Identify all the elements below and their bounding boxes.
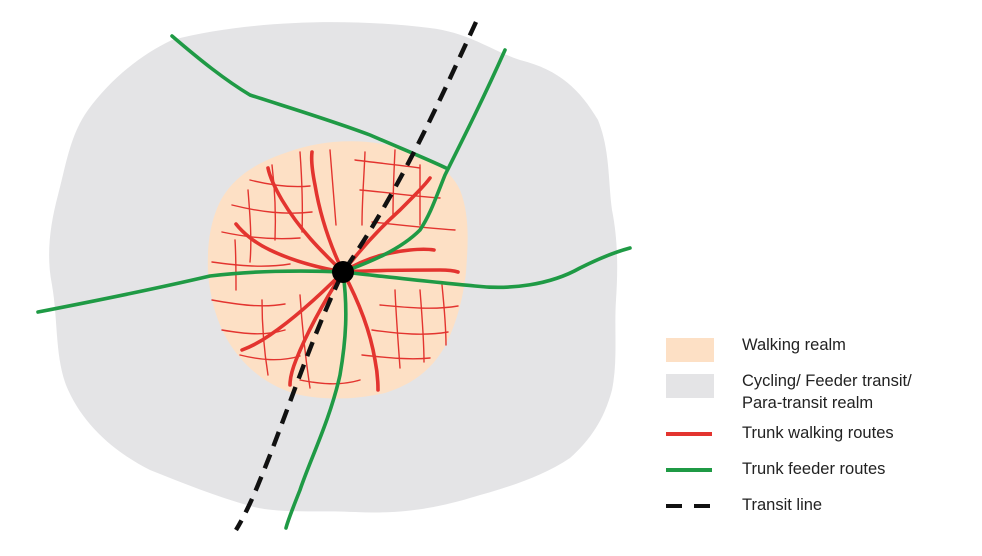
legend-label: Trunk feeder routes bbox=[742, 460, 886, 478]
trunk-feeder-routes bbox=[36, 34, 632, 530]
trunk-walking-swatch bbox=[666, 432, 712, 436]
legend: Walking realm Cycling/ Feeder transit/ P… bbox=[664, 334, 974, 530]
legend-label: Walking realm bbox=[742, 336, 846, 354]
legend-item-cycling-realm: Cycling/ Feeder transit/ Para-transit re… bbox=[664, 370, 974, 422]
trunk-walking-routes bbox=[234, 150, 460, 392]
legend-item-trunk-walking: Trunk walking routes bbox=[664, 422, 974, 458]
legend-item-trunk-feeder: Trunk feeder routes bbox=[664, 458, 974, 494]
transit-line-swatch bbox=[666, 504, 712, 508]
walking-realm-swatch bbox=[666, 338, 714, 362]
legend-label: Trunk walking routes bbox=[742, 424, 894, 442]
transit-line bbox=[234, 21, 478, 532]
trunk-feeder-swatch bbox=[666, 468, 712, 472]
cycling-realm-swatch bbox=[666, 374, 714, 398]
legend-item-transit-line: Transit line bbox=[664, 494, 974, 530]
transit-station-node bbox=[332, 261, 354, 283]
legend-label: Transit line bbox=[742, 496, 823, 514]
legend-item-walking-realm: Walking realm bbox=[664, 334, 974, 370]
legend-label: Cycling/ Feeder transit/ bbox=[742, 372, 912, 390]
legend-label: Para-transit realm bbox=[742, 394, 874, 412]
